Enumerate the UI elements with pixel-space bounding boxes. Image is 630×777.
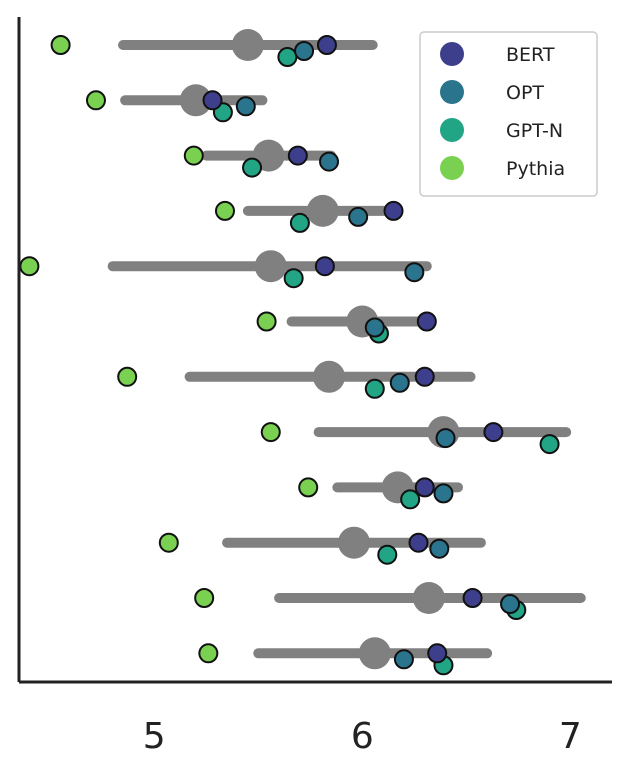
mean-point <box>337 526 370 559</box>
mean-point <box>306 194 339 227</box>
point-bert <box>462 588 483 608</box>
legend-marker-gpt-n <box>440 118 464 142</box>
point-opt <box>364 317 385 338</box>
legend-marker-pythia <box>440 156 464 180</box>
point-bert <box>202 90 223 111</box>
row-12 <box>198 637 493 676</box>
point-gpt-n <box>539 434 560 455</box>
point-bert <box>416 311 437 332</box>
point-pythia <box>298 477 319 498</box>
point-opt <box>435 428 456 449</box>
point-pythia <box>256 311 277 332</box>
point-opt <box>500 594 521 614</box>
point-opt <box>404 262 425 283</box>
legend: BERT OPT GPT-N Pythia <box>419 31 598 197</box>
legend-label-bert: BERT <box>506 44 555 66</box>
point-bert <box>316 35 337 55</box>
legend-label-pythia: Pythia <box>506 158 565 180</box>
row-4 <box>214 194 404 233</box>
legend-marker-opt <box>440 80 464 104</box>
legend-label-opt: OPT <box>506 82 544 104</box>
point-pythia <box>183 145 204 166</box>
point-gpt-n <box>364 378 385 399</box>
point-bert <box>427 643 448 664</box>
legend-marker-bert <box>440 42 464 66</box>
point-pythia <box>85 90 106 111</box>
point-pythia <box>19 256 40 277</box>
point-opt <box>393 649 414 670</box>
point-opt <box>294 41 315 61</box>
point-opt <box>348 206 369 227</box>
mean-point <box>412 582 445 614</box>
point-gpt-n <box>277 47 298 67</box>
point-bert <box>383 200 404 221</box>
mean-point <box>179 84 212 117</box>
point-pythia <box>158 532 179 553</box>
point-bert <box>314 256 335 277</box>
point-gpt-n <box>242 157 263 178</box>
point-bert <box>414 477 435 498</box>
mean-point <box>313 360 346 393</box>
x-ticks: 5 6 7 <box>143 716 582 757</box>
row-8 <box>260 416 572 455</box>
point-opt <box>319 151 340 172</box>
point-pythia <box>214 200 235 221</box>
x-tick-label: 7 <box>559 716 582 757</box>
point-gpt-n <box>377 544 398 565</box>
legend-box <box>419 31 598 197</box>
row-5 <box>19 250 432 289</box>
point-gpt-n <box>283 268 304 289</box>
legend-items: BERT OPT GPT-N Pythia <box>440 42 565 180</box>
point-pythia <box>117 366 138 387</box>
point-opt <box>389 372 410 393</box>
x-tick-label: 5 <box>143 716 166 757</box>
row-6 <box>256 305 437 344</box>
rows-layer <box>19 29 586 676</box>
point-bert <box>414 366 435 387</box>
point-opt <box>235 96 256 117</box>
point-pythia <box>194 588 215 608</box>
point-gpt-n <box>289 212 310 233</box>
point-bert <box>287 145 308 166</box>
row-2 <box>85 84 268 123</box>
legend-label-gpt-n: GPT-N <box>506 120 563 142</box>
point-pythia <box>260 422 281 443</box>
point-bert <box>483 422 504 443</box>
row-9 <box>298 471 464 510</box>
row-3 <box>183 139 340 178</box>
row-11 <box>194 582 586 620</box>
row-1 <box>50 29 378 67</box>
mean-point <box>231 29 264 61</box>
mean-point <box>254 250 287 283</box>
point-gpt-n <box>400 489 421 510</box>
row-10 <box>158 526 486 565</box>
point-opt <box>429 538 450 559</box>
point-opt <box>433 483 454 504</box>
row-7 <box>117 360 476 399</box>
point-bert <box>408 532 429 553</box>
x-tick-label: 6 <box>351 716 374 757</box>
point-pythia <box>50 35 71 55</box>
mean-point <box>358 637 391 670</box>
point-pythia <box>198 643 219 664</box>
